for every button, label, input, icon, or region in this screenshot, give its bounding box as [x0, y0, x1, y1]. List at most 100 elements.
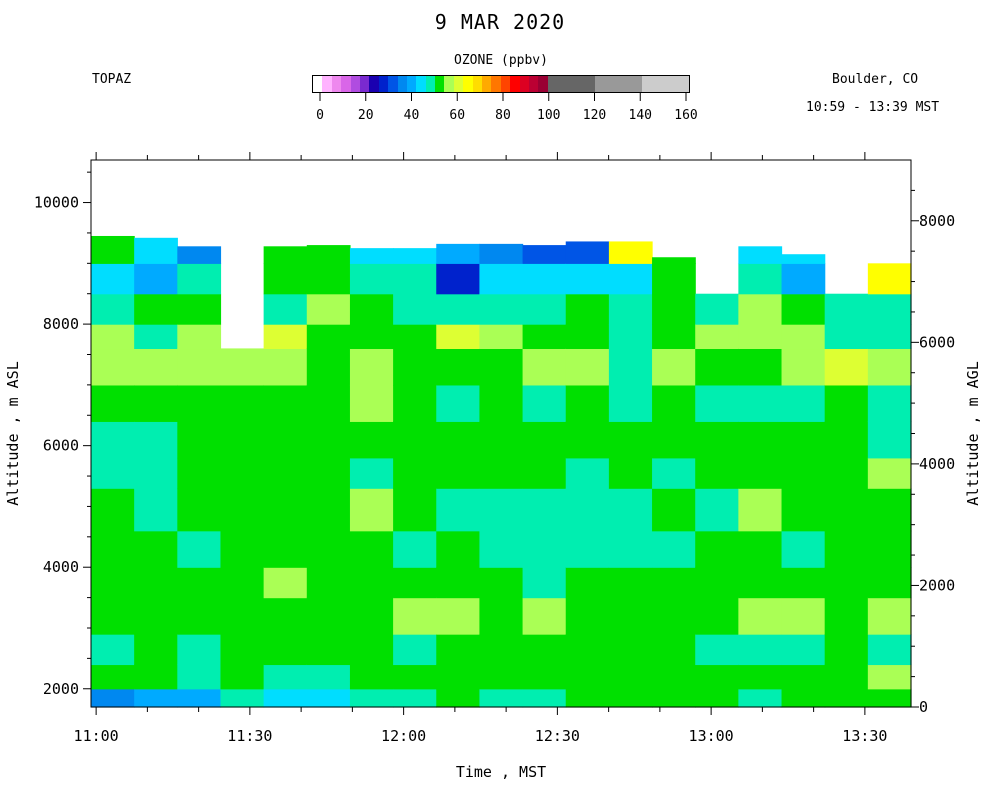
ozone-cell	[781, 488, 826, 532]
colorbar-tick-label: 40	[403, 108, 420, 123]
colorbar-segment	[463, 76, 473, 92]
y-right-tick-label: 0	[919, 698, 928, 716]
ozone-cell	[134, 634, 178, 666]
ozone-cell	[436, 263, 481, 295]
ozone-cell	[436, 634, 481, 666]
ozone-cell	[479, 348, 524, 386]
colorbar-ticks	[319, 93, 687, 101]
ozone-cell	[608, 567, 653, 599]
ozone-cell	[522, 263, 567, 295]
ozone-cell	[522, 634, 567, 666]
ozone-cell	[263, 688, 308, 708]
ozone-cell	[220, 457, 265, 489]
ozone-cell	[479, 384, 524, 422]
ozone-cell	[565, 293, 610, 325]
ozone-cell	[263, 530, 308, 568]
ozone-cell	[349, 324, 394, 350]
ozone-cell	[91, 235, 135, 264]
ozone-cell	[608, 634, 653, 666]
ozone-cell	[824, 567, 869, 599]
ozone-cell	[781, 348, 826, 386]
y-left-axis-label: Altitude , m ASL	[4, 361, 22, 506]
colorbar-segment	[406, 76, 417, 92]
ozone-cell	[824, 530, 869, 568]
x-tick-label: 12:30	[535, 727, 580, 745]
ozone-cell	[91, 293, 135, 325]
ozone-cell	[177, 348, 222, 386]
colorbar-segment	[500, 76, 511, 92]
ozone-cell	[652, 530, 696, 568]
colorbar-segment	[472, 76, 483, 92]
ozone-cell	[306, 263, 351, 295]
ozone-cell	[134, 348, 178, 386]
ozone-cell	[220, 488, 265, 532]
ozone-cell	[306, 457, 351, 489]
ozone-cell	[479, 567, 524, 599]
ozone-cell	[177, 597, 222, 635]
ozone-cell	[263, 457, 308, 489]
ozone-cell	[134, 488, 178, 532]
ozone-cell	[867, 567, 912, 599]
ozone-cell	[565, 597, 610, 635]
ozone-cell	[824, 457, 869, 489]
ozone-cell	[479, 263, 524, 295]
ozone-cell	[306, 293, 351, 325]
ozone-cell	[91, 324, 135, 350]
ozone-cell	[738, 664, 783, 690]
ozone-cell	[177, 246, 222, 264]
ozone-cell	[824, 293, 869, 325]
ozone-cell	[608, 384, 653, 422]
ozone-cell	[565, 567, 610, 599]
ozone-cell	[781, 384, 826, 422]
ozone-cell	[652, 664, 696, 690]
ozone-cell	[306, 245, 351, 264]
colorbar-tick-label: 80	[495, 108, 511, 123]
colorbar-segment	[425, 76, 436, 92]
ozone-cell	[522, 384, 567, 422]
ozone-cell	[436, 348, 481, 386]
ozone-cell	[220, 634, 265, 666]
ozone-cell	[306, 634, 351, 666]
ozone-cell	[781, 664, 826, 690]
ozone-cell	[263, 263, 308, 295]
colorbar-segment	[547, 76, 595, 92]
colorbar-segment	[313, 76, 323, 92]
ozone-cell	[781, 421, 826, 459]
x-tick-label: 11:30	[227, 727, 272, 745]
ozone-cell	[522, 245, 567, 264]
ozone-cell	[824, 664, 869, 690]
ozone-cell	[134, 597, 178, 635]
colorbar-segment	[341, 76, 351, 92]
ozone-cell	[867, 384, 912, 422]
x-tick-label: 11:00	[74, 727, 119, 745]
ozone-cell	[436, 664, 481, 690]
ozone-cell	[306, 421, 351, 459]
ozone-cell	[695, 488, 739, 532]
ozone-cell	[652, 293, 696, 325]
ozone-cell	[91, 634, 135, 666]
ozone-cell	[349, 597, 394, 635]
ozone-cell	[349, 530, 394, 568]
ozone-cell	[436, 457, 481, 489]
ozone-cell	[91, 384, 135, 422]
ozone-cell	[306, 324, 351, 350]
ozone-cell	[522, 324, 567, 350]
ozone-cell	[867, 293, 912, 325]
colorbar-segment	[482, 76, 492, 92]
ozone-cell	[867, 597, 912, 635]
ozone-cell	[652, 567, 696, 599]
ozone-cell	[738, 530, 783, 568]
colorbar	[312, 75, 690, 93]
ozone-cell	[565, 348, 610, 386]
ozone-cell	[134, 263, 178, 295]
colorbar-tick-label: 20	[357, 108, 374, 123]
ozone-cell	[479, 421, 524, 459]
ozone-cell	[738, 634, 783, 666]
ozone-cell	[134, 457, 178, 489]
ozone-cell	[479, 597, 524, 635]
ozone-cell	[522, 457, 567, 489]
ozone-cell	[565, 241, 610, 264]
ozone-cell	[91, 457, 135, 489]
ozone-cell	[608, 597, 653, 635]
ozone-cell	[91, 597, 135, 635]
